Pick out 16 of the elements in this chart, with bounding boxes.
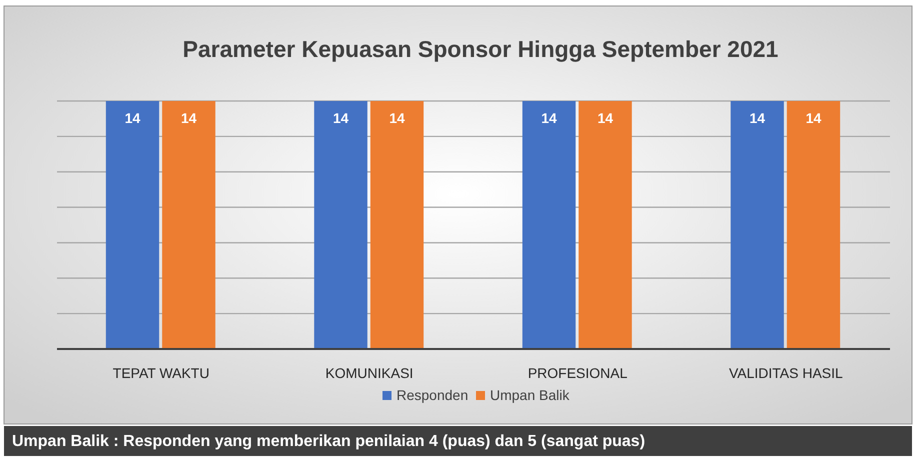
x-tick-label: KOMUNIKASI	[325, 365, 414, 381]
x-tick-label: PROFESIONAL	[528, 365, 628, 381]
data-label: 14	[541, 110, 558, 126]
data-label: 14	[749, 110, 766, 126]
data-label: 14	[332, 110, 349, 126]
x-tick-label: VALIDITAS HASIL	[728, 365, 844, 381]
chart-title: Parameter Kepuasan Sponsor Hingga September 2021	[182, 36, 779, 62]
data-label: 14	[389, 110, 405, 126]
data-label: 14	[806, 110, 822, 126]
data-label: 14	[124, 110, 141, 126]
text: Umpan Balik : Responden yang memberikan penilaian 4 (puas) dan 5 (sangat puas)	[12, 433, 646, 450]
data-label: 14	[180, 110, 197, 126]
x-tick-label: TEPAT WAKTU	[112, 365, 210, 381]
data-label: 14	[597, 110, 614, 126]
legend-label: Umpan Balik	[490, 387, 570, 403]
legend-label: Responden	[396, 387, 468, 403]
